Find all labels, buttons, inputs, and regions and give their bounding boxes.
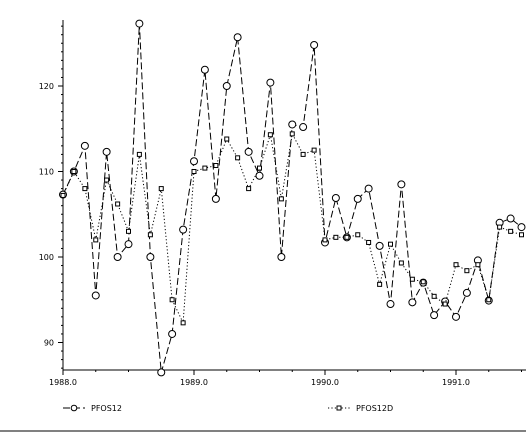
data-point-square	[431, 293, 437, 299]
y-tick-label: 90	[44, 339, 54, 348]
data-point-square	[377, 281, 383, 287]
data-point-circle	[430, 311, 439, 320]
data-point-circle	[146, 253, 155, 261]
data-point-square	[289, 131, 295, 137]
data-point-square	[420, 279, 426, 285]
data-point-square	[180, 320, 186, 326]
data-point-circle	[386, 300, 395, 309]
data-point-circle	[113, 253, 122, 261]
data-point-circle	[211, 194, 220, 203]
data-point-circle	[353, 194, 362, 203]
data-point-circle	[375, 241, 384, 250]
data-point-circle	[452, 312, 460, 321]
x-tick-label: 1990.0	[311, 378, 339, 387]
data-point-circle	[200, 65, 209, 74]
data-point-circle	[517, 223, 526, 232]
data-point-circle	[124, 240, 133, 249]
y-tick-label: 110	[39, 168, 54, 177]
data-point-square	[93, 237, 99, 243]
data-point-circle	[266, 78, 275, 87]
legend-item: PFOS12D	[328, 404, 393, 413]
data-point-square	[235, 155, 241, 161]
data-point-circle	[157, 368, 166, 377]
data-point-square	[213, 163, 219, 169]
data-point-square	[104, 177, 110, 183]
data-point-square	[300, 151, 306, 157]
data-point-square	[333, 234, 339, 240]
data-point-circle	[135, 19, 144, 28]
legend-swatch-marker	[70, 404, 78, 412]
data-point-square	[136, 151, 142, 157]
y-tick-label: 120	[39, 82, 54, 91]
data-point-square	[311, 147, 317, 153]
data-point-square	[126, 228, 131, 234]
data-point-square	[366, 239, 372, 245]
legend-label: PFOS12	[91, 404, 122, 413]
data-point-square	[486, 297, 492, 303]
data-point-square	[508, 228, 514, 234]
data-point-circle	[80, 141, 89, 150]
data-point-square	[169, 297, 175, 303]
data-point-circle	[506, 214, 515, 223]
data-point-square	[355, 232, 361, 238]
x-tick-label: 1989.0	[180, 378, 208, 387]
data-point-circle	[244, 147, 253, 156]
legend-item: PFOS12	[63, 404, 122, 413]
legend-swatch-marker	[336, 405, 342, 411]
data-point-square	[278, 196, 284, 202]
data-point-circle	[190, 157, 198, 166]
data-point-circle	[299, 123, 308, 132]
x-tick-label: 1991.0	[442, 378, 470, 387]
data-point-circle	[91, 291, 100, 300]
data-point-square	[344, 234, 350, 240]
data-point-square	[519, 232, 524, 238]
y-tick-label: 100	[39, 253, 54, 262]
data-point-square	[322, 237, 328, 243]
data-point-circle	[168, 329, 177, 338]
data-point-square	[267, 132, 273, 138]
data-point-square	[475, 262, 481, 268]
series-layer	[59, 19, 526, 377]
data-point-square	[60, 192, 66, 198]
data-point-square	[409, 276, 415, 282]
data-point-square	[115, 201, 121, 207]
data-point-square	[257, 165, 262, 171]
data-point-square	[82, 186, 88, 192]
data-point-circle	[408, 298, 417, 307]
data-point-square	[246, 186, 252, 192]
data-point-circle	[233, 33, 242, 42]
data-point-square	[202, 165, 208, 171]
data-point-circle	[222, 82, 231, 90]
data-point-circle	[179, 225, 188, 234]
data-point-circle	[310, 40, 319, 49]
data-point-circle	[397, 180, 406, 189]
data-point-square	[497, 224, 503, 230]
data-point-circle	[364, 184, 373, 193]
data-point-square	[453, 262, 459, 268]
data-point-circle	[255, 171, 264, 180]
legend: PFOS12 PFOS12D	[63, 404, 393, 413]
data-point-circle	[331, 194, 340, 203]
data-point-circle	[102, 147, 111, 156]
x-tick-label: 1988.0	[49, 378, 77, 387]
data-point-square	[158, 186, 164, 192]
data-point-square	[147, 232, 153, 238]
data-point-square	[71, 169, 77, 174]
legend-label: PFOS12D	[356, 404, 393, 413]
data-point-square	[191, 169, 197, 174]
data-point-square	[224, 136, 230, 142]
series-PFOS12D	[60, 131, 524, 326]
data-point-circle	[277, 253, 286, 261]
axes: 90 100 110 120 1988.0 1989.0 1990.0 1991.0	[39, 20, 526, 387]
data-point-square	[464, 268, 470, 274]
data-point-circle	[462, 288, 471, 297]
data-point-square	[388, 241, 393, 247]
data-point-circle	[288, 120, 297, 129]
data-point-square	[442, 301, 448, 307]
data-point-square	[398, 260, 404, 266]
